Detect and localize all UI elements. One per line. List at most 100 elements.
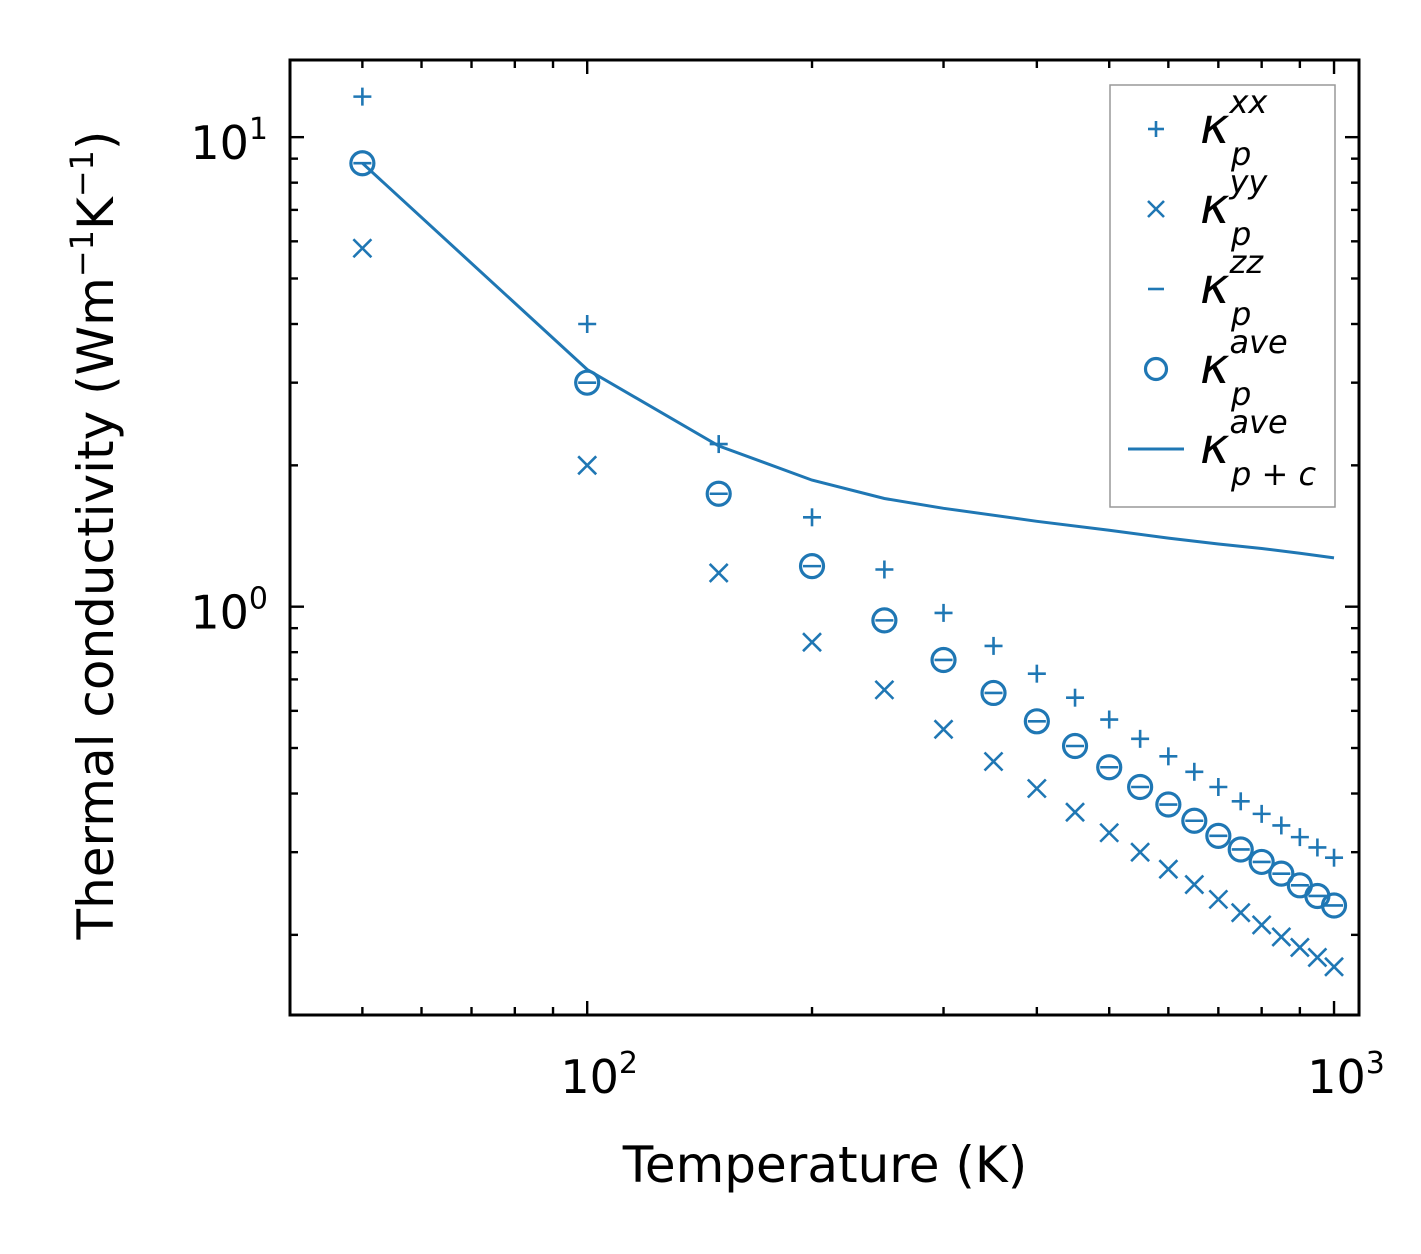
x-b	[1099, 822, 1120, 843]
circle	[930, 646, 957, 674]
x-b	[1230, 902, 1251, 923]
data-point	[1026, 778, 1047, 799]
x-b	[874, 679, 895, 700]
axis-ticks	[288, 60, 1359, 1015]
data-point	[1205, 822, 1232, 849]
x-tick-label-exp: 3	[1366, 1046, 1385, 1081]
data-point	[1065, 802, 1085, 823]
data-point	[1099, 822, 1120, 843]
series-line	[361, 162, 1335, 560]
x-b	[1208, 889, 1229, 910]
circle	[1320, 892, 1348, 919]
circle	[1248, 848, 1275, 876]
y-tick-label-exp: 1	[249, 112, 268, 147]
data-point	[1230, 902, 1251, 923]
legend-label-base: κ	[1200, 257, 1230, 315]
legend-label-sub: p	[1230, 135, 1251, 173]
x-tick-label-base: 10	[560, 1050, 619, 1104]
legend-label-base: κ	[1200, 97, 1230, 155]
x-axis-label: Temperature (K)	[622, 1136, 1027, 1194]
data-point	[1289, 937, 1310, 958]
legend-label-base: κ	[1200, 337, 1230, 395]
data-point	[802, 632, 822, 653]
x-tick-label-base: 10	[1307, 1050, 1366, 1104]
data-point	[1023, 708, 1050, 735]
x-b	[1324, 956, 1344, 977]
data-point	[871, 607, 898, 634]
data-point	[934, 603, 953, 622]
plot-frame	[288, 58, 1361, 1017]
circle	[798, 553, 826, 580]
legend-label-sup: yy	[1228, 163, 1268, 201]
legend-marker	[1147, 200, 1165, 218]
x-b	[1271, 926, 1292, 947]
legend-label-sub: p	[1230, 215, 1251, 253]
data-point	[1096, 754, 1123, 781]
legend-label-sup: zz	[1228, 243, 1264, 281]
legend-label: κxx p	[1200, 83, 1268, 173]
data-point	[1131, 729, 1150, 748]
circle	[1023, 708, 1050, 735]
data-point	[1208, 889, 1229, 910]
data-point	[1130, 842, 1151, 863]
circle	[705, 480, 732, 507]
x-b	[1147, 200, 1165, 218]
legend-entry-kappa_p_yy: κyy p	[1147, 163, 1268, 253]
data-point	[1127, 773, 1154, 801]
data-point	[1155, 791, 1182, 818]
x-b	[1184, 874, 1205, 895]
data-point	[1061, 732, 1089, 760]
x-b	[933, 719, 954, 740]
x-b	[1026, 778, 1047, 799]
circle	[1143, 356, 1169, 382]
x-b	[1251, 914, 1272, 935]
legend-label-sub: p	[1230, 375, 1251, 413]
y-axis-label-mid: K	[67, 196, 125, 230]
data-point	[1181, 807, 1208, 834]
data-point	[1325, 848, 1344, 867]
x-b	[802, 632, 822, 653]
x-b	[352, 238, 373, 259]
circle	[1205, 822, 1232, 849]
x-tick-label: 103	[1307, 1046, 1385, 1104]
y-tick-label: 100	[190, 582, 268, 640]
legend-label-sup: ave	[1229, 403, 1287, 441]
data-point	[798, 553, 826, 580]
x-b	[1130, 842, 1151, 863]
legend-label: κave p	[1200, 323, 1288, 413]
x-b	[1289, 937, 1310, 958]
data-point	[1227, 836, 1254, 863]
plot-area	[349, 87, 1348, 977]
circle	[1155, 791, 1182, 818]
legend-box	[1109, 84, 1336, 508]
data-point	[1324, 956, 1344, 977]
y-axis-label-end: )	[67, 131, 125, 151]
data-point	[1248, 848, 1275, 876]
circle	[1227, 836, 1254, 863]
legend-entry-kappa_p_ave: κave p	[1143, 323, 1288, 413]
data-point	[1290, 828, 1309, 847]
data-point	[352, 238, 373, 259]
data-point	[1185, 762, 1204, 781]
y-axis-label-exp1: −1	[63, 230, 101, 277]
legend-label-sup: xx	[1228, 83, 1268, 121]
legend-label-sub: p	[1230, 295, 1251, 333]
legend-label: κyy p	[1200, 163, 1268, 253]
data-point	[353, 87, 372, 106]
data-point	[930, 646, 957, 674]
legend-entry-kappa_p_zz: κzz p	[1148, 243, 1264, 333]
x-b	[708, 563, 729, 583]
y-tick-label-base: 10	[190, 116, 249, 170]
circle	[349, 150, 376, 177]
y-axis-label: Thermal conductivity (Wm−1K−1)	[63, 131, 125, 941]
data-point	[980, 679, 1007, 707]
circle	[980, 679, 1007, 707]
data-point	[349, 150, 376, 177]
data-point	[1159, 747, 1178, 766]
y-tick-label-exp: 0	[249, 582, 268, 617]
data-point	[1307, 947, 1328, 968]
data-point	[1158, 859, 1179, 880]
legend-label-base: κ	[1200, 417, 1230, 475]
x-b	[983, 751, 1004, 772]
